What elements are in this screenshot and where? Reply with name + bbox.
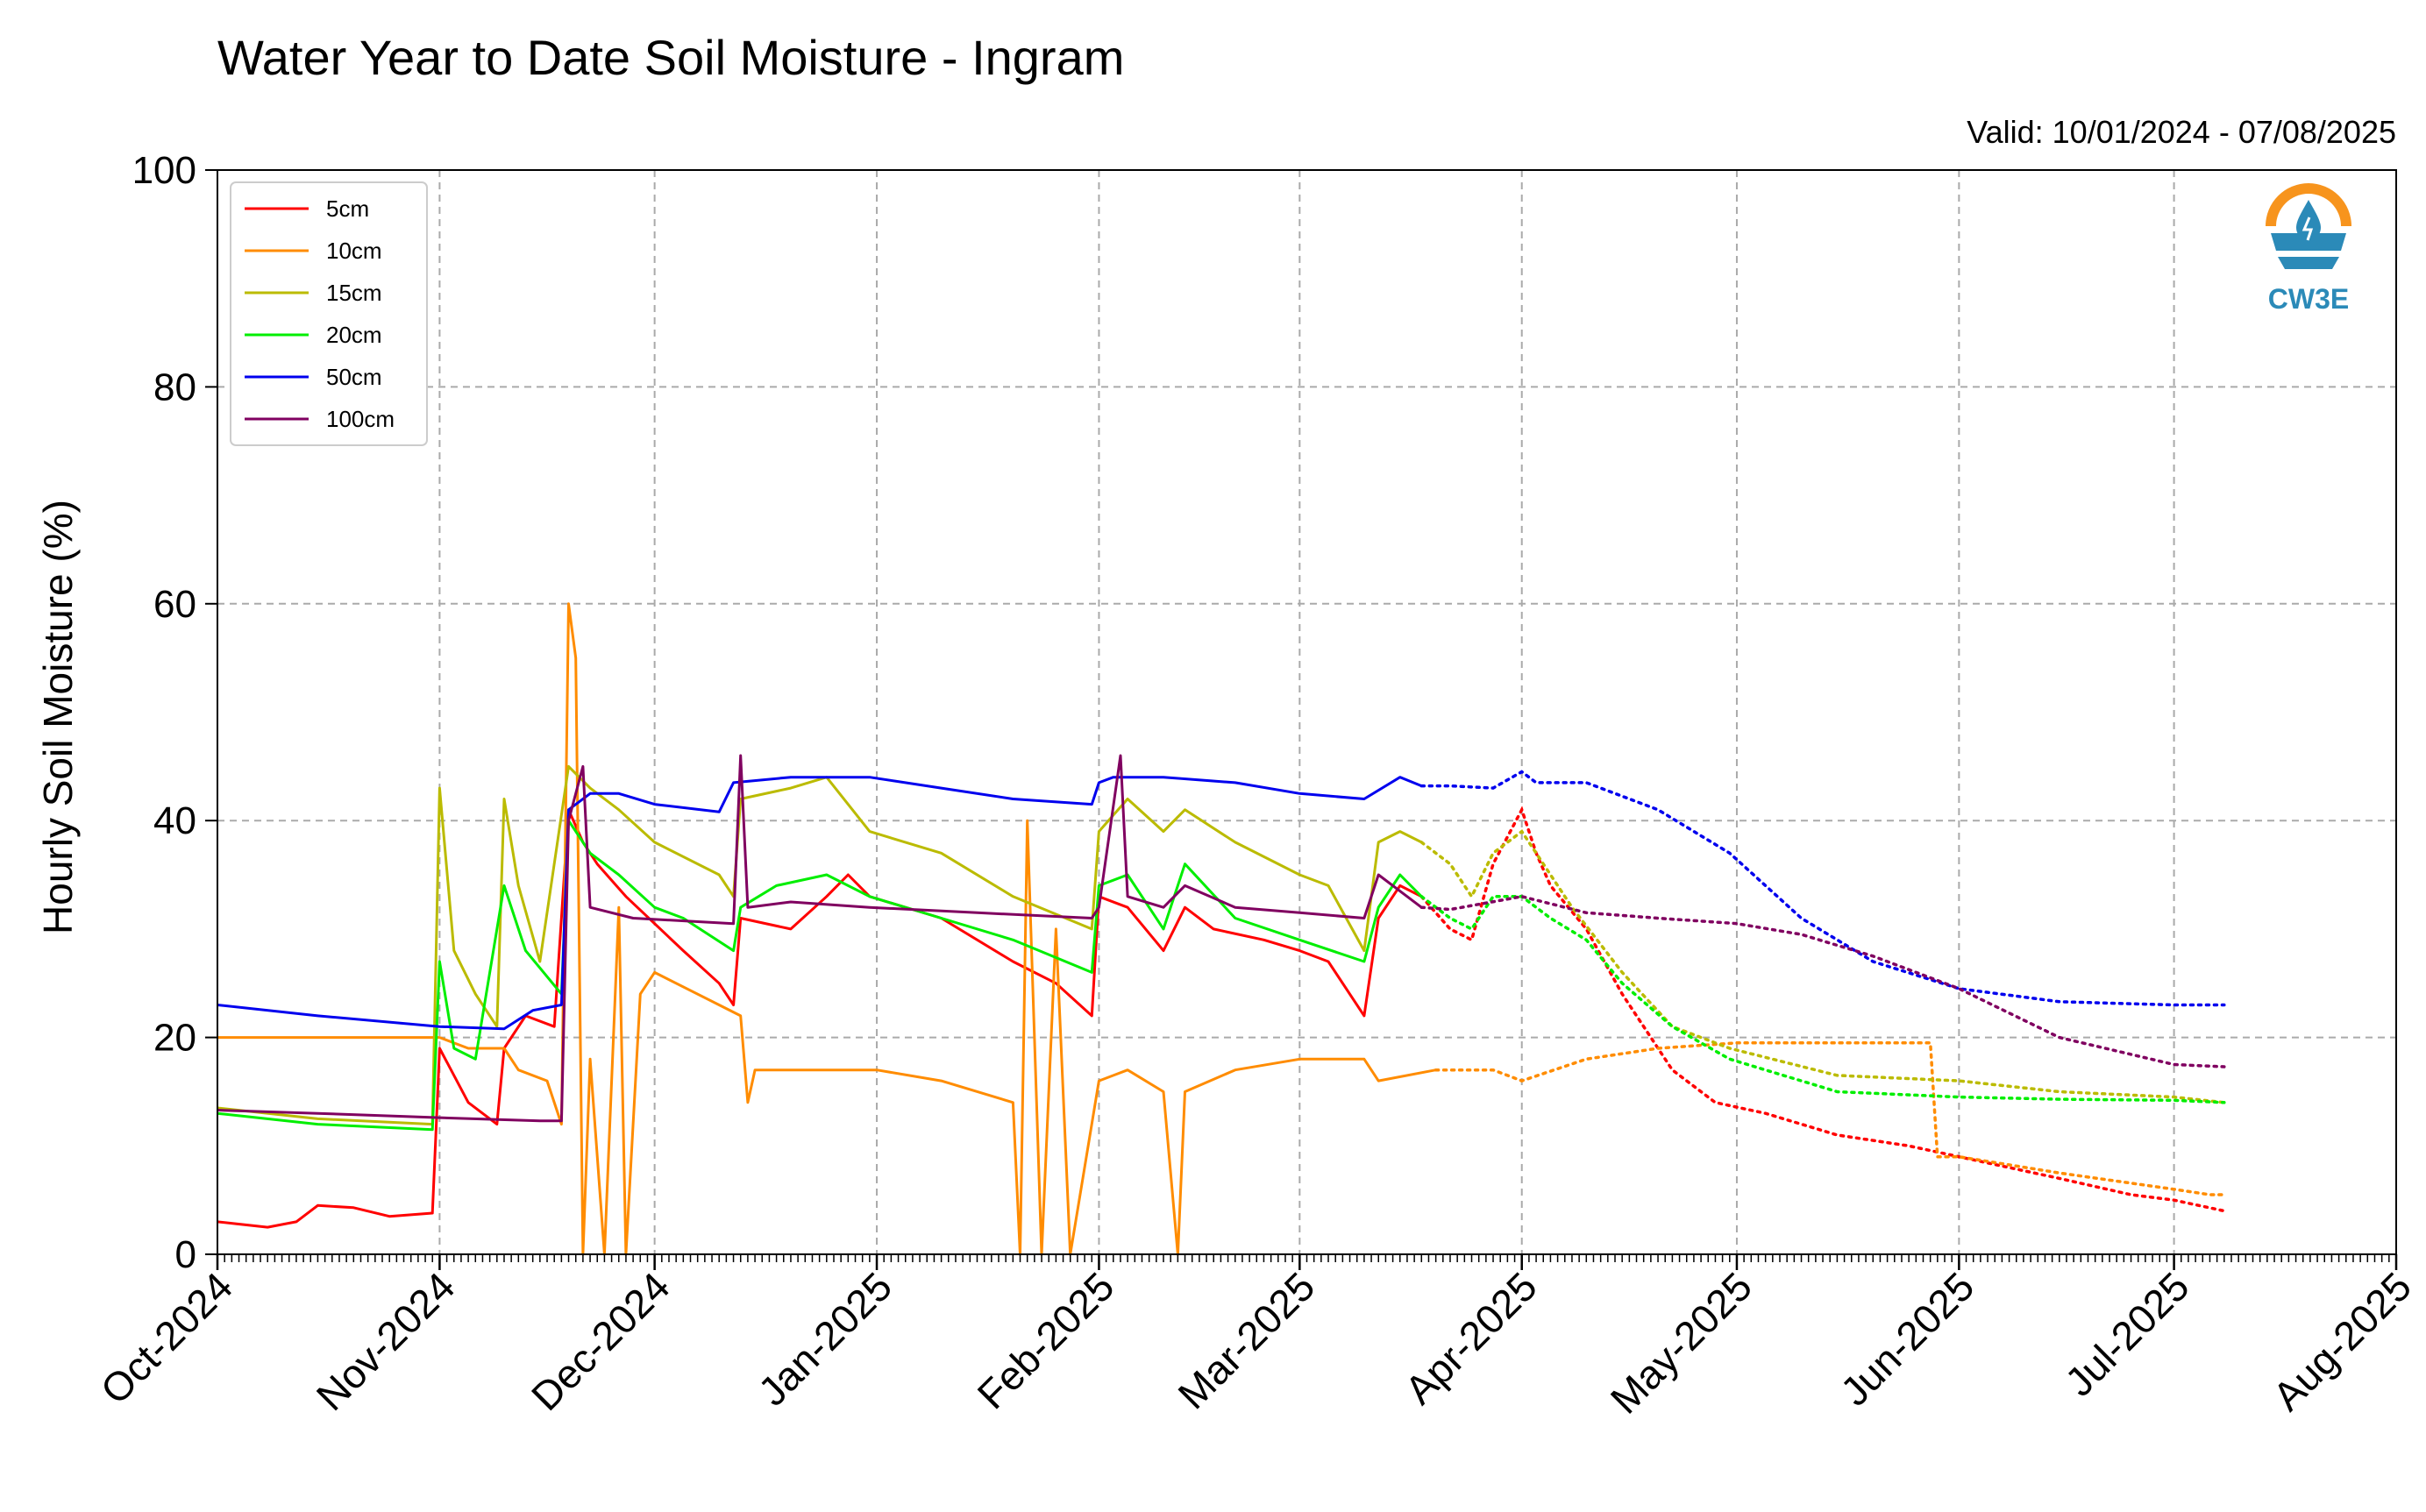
series-5cm-dotted-line [1419, 806, 2226, 1213]
y-tick-label: 0 [175, 1233, 196, 1276]
axis-ticks [205, 169, 2398, 1270]
series-10cm-line [217, 602, 1436, 1256]
legend-label-5cm: 5cm [326, 195, 369, 222]
series-50cm-dotted-line [1419, 770, 2226, 1007]
legend-box [230, 181, 428, 446]
series-lines [217, 602, 2226, 1256]
grid-lines [217, 170, 2396, 1254]
cw3e-logo: CW3E [2266, 183, 2351, 315]
legend-label-10cm: 10cm [326, 238, 382, 264]
legend-label-15cm: 15cm [326, 280, 382, 306]
legend-label-50cm: 50cm [326, 364, 382, 390]
y-tick-label: 40 [153, 799, 196, 842]
chart-title: Water Year to Date Soil Moisture - Ingra… [217, 30, 1124, 85]
x-tick-label: Apr-2025 [1396, 1263, 1546, 1413]
x-tick-label: Dec-2024 [523, 1263, 679, 1419]
y-tick-label: 80 [153, 366, 196, 408]
valid-date-range: Valid: 10/01/2024 - 07/08/2025 [1967, 114, 2396, 150]
x-tick-label: Aug-2025 [2264, 1263, 2420, 1419]
x-tick-label: Jun-2025 [1832, 1263, 1982, 1414]
y-tick-label: 100 [132, 149, 196, 192]
series-15cm-dotted-line [1419, 829, 2226, 1104]
series-50cm-line [217, 776, 1422, 1031]
legend-label-100cm: 100cm [326, 406, 395, 432]
x-tick-label: Nov-2024 [308, 1263, 464, 1419]
series-100cm-dotted-line [1419, 895, 2226, 1068]
x-minor-ticks [217, 1254, 2397, 1262]
series-15cm-line [217, 764, 1422, 1126]
x-tick-label: Jul-2025 [2056, 1263, 2198, 1405]
y-tick-label: 60 [153, 583, 196, 626]
series-20cm-dotted-line [1419, 895, 2226, 1104]
series-5cm-line [217, 808, 1422, 1229]
x-tick-label: Jan-2025 [750, 1263, 900, 1414]
x-tick-label: Feb-2025 [969, 1263, 1123, 1417]
x-tick-label: Mar-2025 [1169, 1263, 1323, 1417]
x-tick-labels: Oct-2024 Nov-2024 Dec-2024 Jan-2025 Feb-2025… [92, 1263, 2421, 1422]
series-20cm-line [217, 819, 1423, 1132]
series-100cm-line [217, 754, 1423, 1123]
y-tick-label: 20 [153, 1017, 196, 1060]
y-tick-labels: 0 20 40 60 80 100 [132, 149, 196, 1276]
x-tick-label: May-2025 [1602, 1263, 1761, 1422]
legend: 5cm 10cm 15cm 20cm 50cm 100cm [230, 181, 428, 446]
legend-label-20cm: 20cm [326, 322, 382, 348]
x-tick-label: Oct-2024 [92, 1263, 242, 1413]
series-10cm-dotted-line [1434, 1041, 2226, 1196]
logo-text: CW3E [2268, 283, 2349, 315]
y-axis-label: Hourly Soil Moisture (%) [35, 500, 81, 934]
